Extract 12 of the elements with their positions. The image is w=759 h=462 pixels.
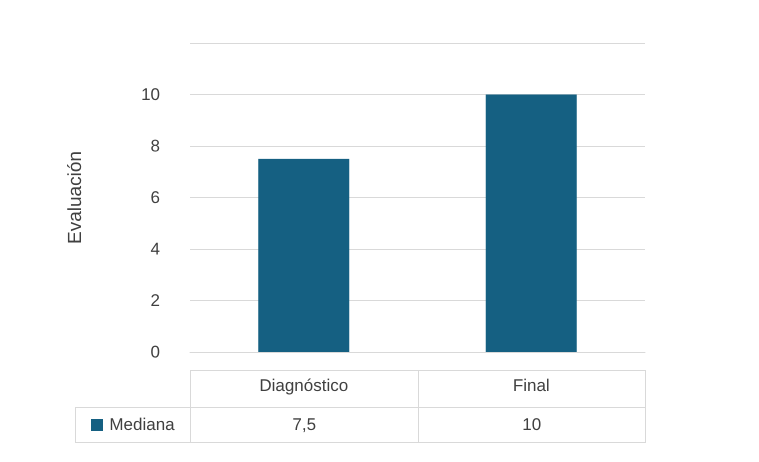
legend-label: Mediana bbox=[109, 415, 175, 435]
y-tick-label: 4 bbox=[150, 240, 160, 258]
y-axis-title: Evaluación bbox=[65, 151, 86, 244]
y-tick-label: 2 bbox=[150, 291, 160, 310]
y-tick-label: 0 bbox=[150, 342, 160, 362]
x-tick-label: Final bbox=[512, 376, 550, 395]
y-tick-label: 8 bbox=[150, 136, 160, 156]
x-tick-label: Diagnóstico bbox=[259, 376, 348, 395]
data-label: 7,5 bbox=[292, 415, 316, 435]
y-tick-label: 10 bbox=[141, 85, 160, 104]
data-label: 10 bbox=[522, 415, 542, 435]
y-tick-label: 6 bbox=[150, 188, 160, 207]
